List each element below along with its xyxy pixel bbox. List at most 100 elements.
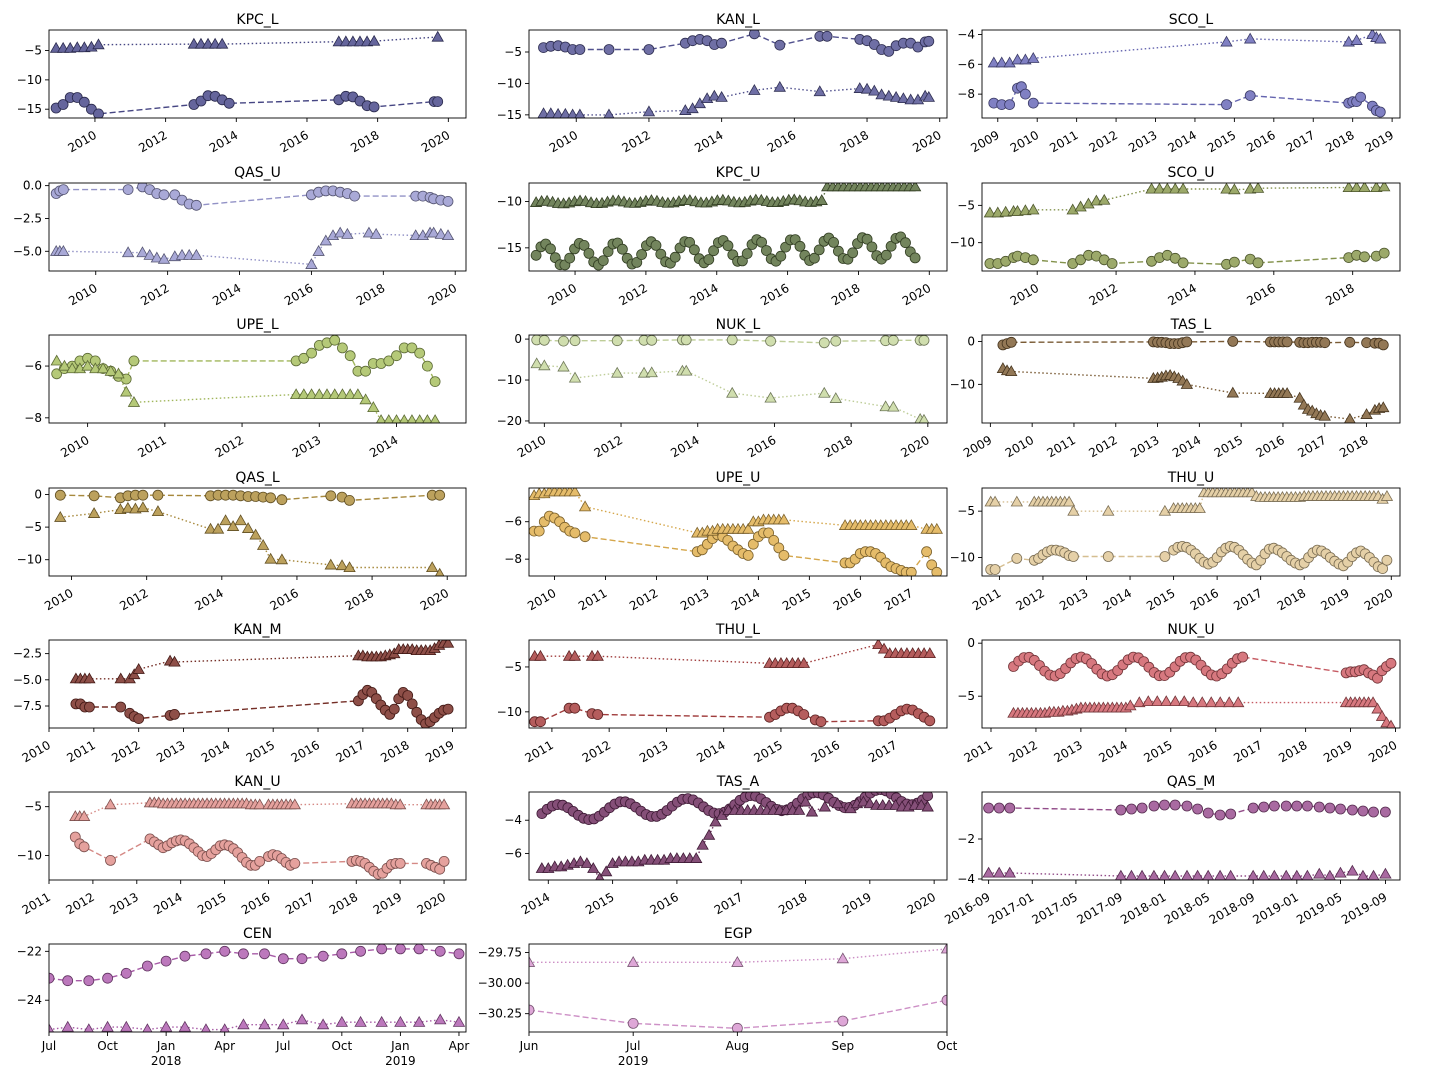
triangle-marker: [887, 400, 900, 412]
triangle-marker: [908, 183, 922, 192]
triangle-marker: [427, 226, 440, 238]
x-tick-label: 2018: [1337, 433, 1370, 460]
circle-marker: [169, 709, 180, 720]
panel-frame: [981, 639, 1401, 729]
circle-marker: [169, 189, 181, 201]
circle-marker: [1344, 336, 1356, 348]
x-tick-label: 2018: [354, 281, 387, 308]
circle-marker: [84, 701, 95, 713]
triangle-marker: [889, 90, 903, 102]
triangle-marker: [178, 1020, 192, 1032]
x-tick-label: 2018: [1323, 281, 1356, 308]
triangle-marker: [1313, 867, 1326, 879]
panel-tas_a: TAS_A −4 −6 2014 2015 2016 2017 2018 2019 2020: [504, 774, 948, 917]
y-tick-label: −20: [497, 414, 522, 428]
x-tick-label: 2010: [66, 128, 99, 155]
triangle-marker: [603, 108, 615, 118]
y-tick-label: 0.0: [23, 179, 42, 193]
triangle-marker: [226, 520, 240, 531]
triangle-series-line: [60, 506, 441, 575]
x-tick-label: 2012: [213, 433, 246, 460]
x-tick-label: 2019: [1318, 586, 1351, 613]
triangle-marker: [437, 798, 451, 810]
x-tick-label: 2020: [1366, 738, 1399, 765]
triangle-marker: [132, 663, 145, 674]
x-tick-label: 2011: [64, 738, 97, 765]
y-tick-label: −22: [17, 944, 42, 958]
panel-title: QAS_U: [234, 165, 281, 181]
circle-marker: [918, 335, 930, 346]
circle-marker: [1359, 251, 1370, 263]
panel-frame: [48, 487, 467, 577]
x-tick-label: 2016: [765, 128, 798, 155]
triangle-marker: [114, 672, 127, 684]
circle-marker: [406, 342, 418, 354]
triangle-marker: [289, 388, 303, 400]
triangle-marker: [889, 798, 902, 810]
triangle-marker: [54, 511, 67, 522]
circle-marker: [54, 489, 66, 501]
y-tick-label: −5.0: [13, 244, 42, 258]
x-tick-label: 2015: [1212, 433, 1245, 460]
x-tick-label: 2016: [289, 738, 322, 765]
triangle-marker: [642, 105, 656, 117]
circle-marker: [921, 546, 932, 558]
circle-marker: [1252, 257, 1264, 269]
circle-marker: [1102, 551, 1114, 562]
x-tick-label: 2018-05: [1162, 890, 1212, 927]
circle-marker: [941, 994, 947, 1006]
panel-frame: [528, 639, 948, 729]
x-tick-label: 2016: [1244, 128, 1277, 155]
x-tick-label: 2019: [385, 1054, 416, 1068]
plot-area: [69, 796, 451, 880]
plot-area: [983, 183, 1391, 270]
triangle-marker: [305, 258, 318, 269]
panel-title: UPE_U: [716, 470, 761, 486]
triangle-marker: [1232, 696, 1245, 708]
triangle-marker: [1374, 32, 1387, 44]
x-tick-label: 2019: [423, 738, 456, 765]
x-tick-label: 2015: [780, 586, 813, 613]
triangle-marker: [219, 514, 232, 526]
triangle-marker: [1027, 52, 1040, 63]
triangle-marker: [391, 414, 402, 423]
x-tick-label: 2017-01: [986, 890, 1036, 927]
circle-marker: [868, 39, 880, 50]
triangle-marker: [77, 810, 91, 821]
triangle-marker: [120, 1020, 133, 1032]
x-tick-label: 2012: [1007, 738, 1040, 765]
x-tick-label: 2014: [151, 890, 184, 917]
triangle-marker: [313, 388, 326, 400]
triangle-marker: [568, 649, 581, 661]
x-tick-label: 2014: [192, 586, 225, 613]
circle-marker: [1374, 106, 1386, 118]
x-tick-label: 2012: [1014, 586, 1047, 613]
x-tick-label: 2019: [840, 890, 873, 917]
triangle-marker: [104, 364, 117, 376]
triangle-marker: [253, 798, 266, 810]
x-tick-label: 2019: [1363, 128, 1396, 155]
triangle-marker: [897, 92, 910, 104]
triangle-marker: [430, 414, 441, 423]
triangle-marker: [818, 800, 832, 812]
circle-marker: [190, 199, 202, 211]
x-tick-label: 2020: [426, 281, 459, 308]
circle-marker: [828, 236, 839, 248]
circle-marker: [716, 37, 727, 49]
triangle-marker: [204, 522, 217, 534]
circle-marker: [1214, 809, 1226, 821]
circle-marker: [732, 1022, 743, 1032]
triangle-marker: [690, 852, 703, 863]
triangle-marker: [1268, 869, 1281, 880]
circle-marker: [1335, 803, 1346, 815]
y-tick-label: −10: [950, 550, 975, 564]
triangle-marker: [425, 561, 439, 573]
triangle-marker: [83, 1023, 94, 1032]
x-tick-label: 2013: [1051, 738, 1084, 765]
circle-marker: [160, 955, 172, 967]
x-tick-label: 2012: [109, 738, 142, 765]
x-tick-label: 2016: [1186, 738, 1219, 765]
